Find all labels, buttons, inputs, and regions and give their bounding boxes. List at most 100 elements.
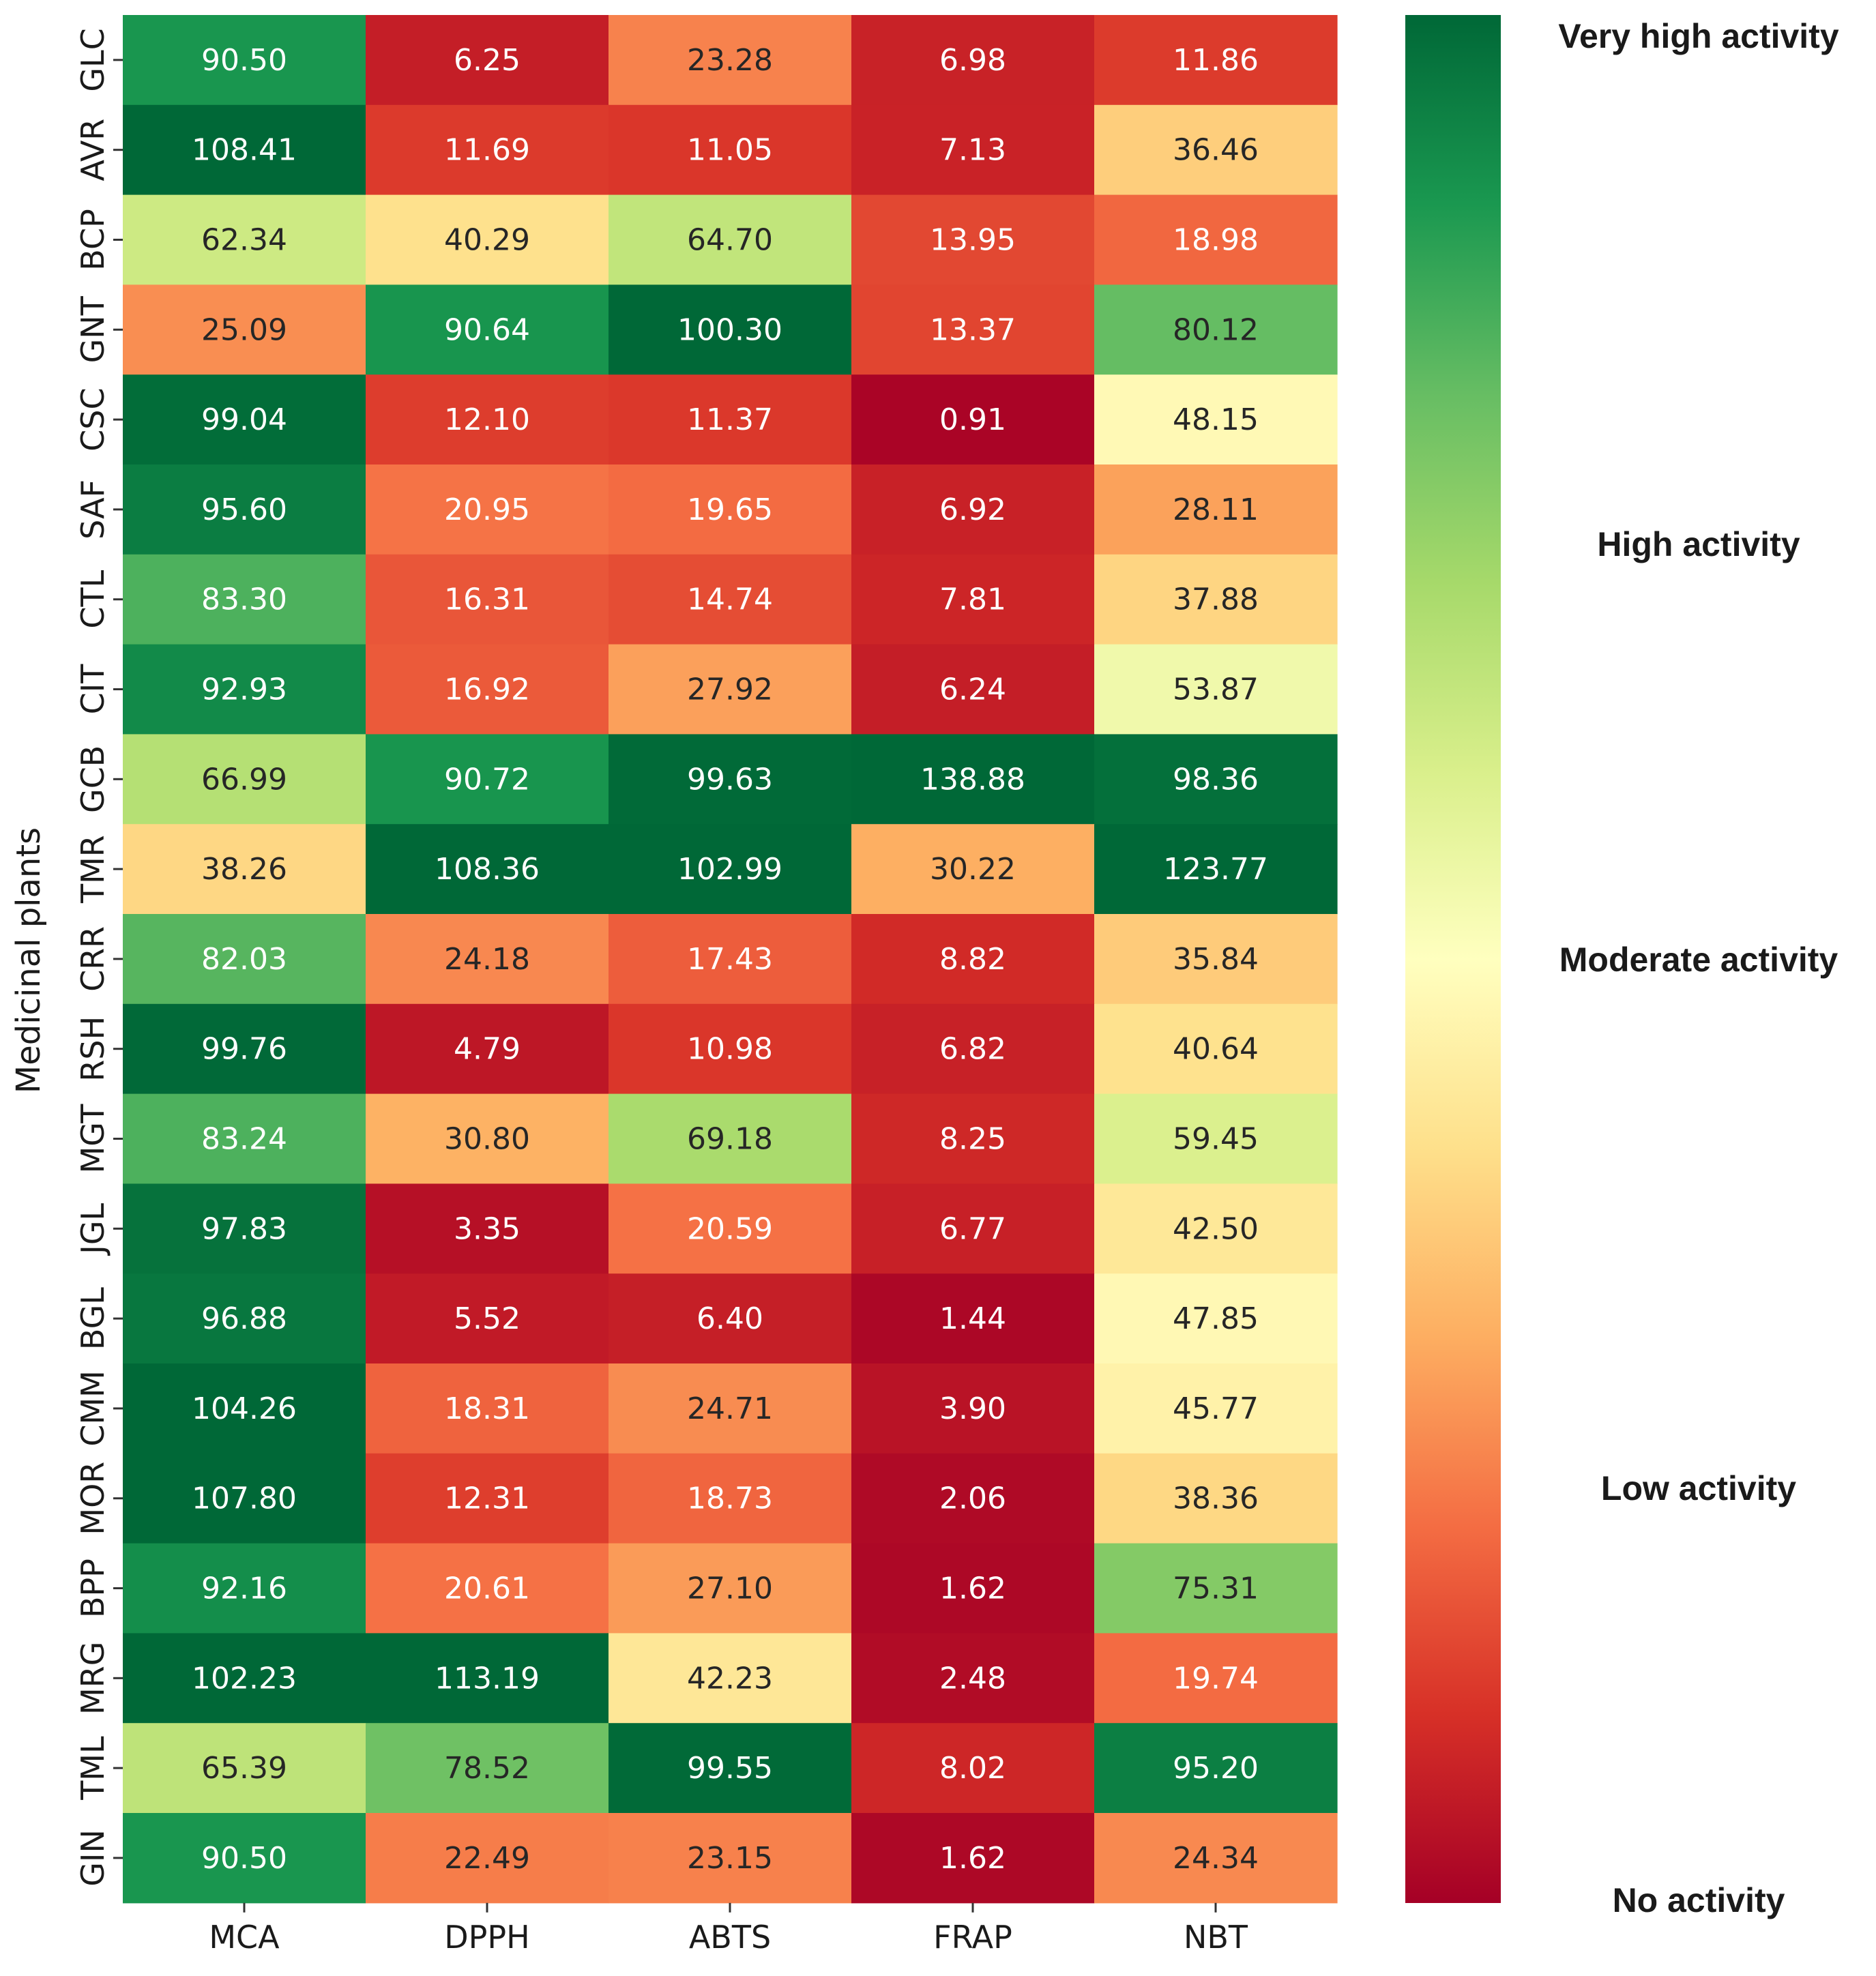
colorbar-label-high-activity: High activity	[1597, 525, 1800, 563]
heatmap-cell-avr-dpph	[366, 104, 609, 196]
heatmap-cell-bpp-nbt	[1094, 1543, 1338, 1634]
heatmap-cell-csc-frap	[851, 374, 1095, 465]
heatmap-cell-bgl-frap	[851, 1273, 1095, 1364]
heatmap-cell-mrg-abts	[609, 1633, 852, 1724]
heatmap-cell-jgl-frap	[851, 1183, 1095, 1274]
heatmap-value-label: 38.36	[1173, 1481, 1259, 1516]
heatmap-cell-saf-mca	[123, 464, 366, 555]
heatmap-value-label: 69.18	[687, 1122, 773, 1157]
heatmap-value-label: 7.13	[939, 133, 1006, 168]
heatmap-value-label: 6.92	[939, 492, 1006, 527]
heatmap-value-label: 95.60	[201, 492, 287, 527]
heatmap-value-label: 18.31	[444, 1391, 530, 1426]
heatmap-value-label: 64.70	[687, 223, 773, 258]
y-tick-label-avr: AVR	[74, 119, 111, 181]
heatmap-cell-rsh-dpph	[366, 1003, 609, 1095]
heatmap-value-label: 47.85	[1173, 1301, 1259, 1336]
x-axis-ticks: MCA DPPH ABTS FRAP NBT	[209, 1902, 1248, 1956]
heatmap-cell-bpp-mca	[123, 1543, 366, 1634]
heatmap-value-label: 102.99	[677, 852, 782, 887]
heatmap-cell-mgt-nbt	[1094, 1093, 1338, 1184]
heatmap-cell-crr-mca	[123, 914, 366, 1005]
heatmap-value-labels: 90.50 6.25 23.28 6.98 11.86 108.41 11.69 11.05 7…	[192, 43, 1268, 1876]
heatmap-cell-gcb-abts	[609, 734, 852, 825]
heatmap-value-label: 108.41	[192, 133, 297, 168]
heatmap-cells	[123, 15, 1338, 1904]
heatmap-value-label: 18.98	[1173, 223, 1259, 258]
heatmap-cell-jgl-nbt	[1094, 1183, 1338, 1274]
y-tick-label-gin: GIN	[74, 1829, 111, 1887]
heatmap-cell-mgt-abts	[609, 1093, 852, 1184]
heatmap-cell-mrg-dpph	[366, 1633, 609, 1724]
heatmap-value-label: 24.34	[1173, 1841, 1259, 1876]
heatmap-cell-gin-dpph	[366, 1813, 609, 1904]
heatmap-value-label: 6.98	[939, 43, 1006, 78]
heatmap-value-label: 22.49	[444, 1841, 530, 1876]
heatmap-value-label: 1.62	[939, 1841, 1006, 1876]
heatmap-value-label: 28.11	[1173, 492, 1259, 527]
x-tick-label-mca: MCA	[209, 1919, 280, 1956]
heatmap-cell-csc-mca	[123, 374, 366, 465]
heatmap-cell-tmr-nbt	[1094, 824, 1338, 915]
heatmap-value-label: 40.29	[444, 223, 530, 258]
y-tick-label-jgl: JGL	[74, 1203, 111, 1256]
heatmap-cell-glc-mca	[123, 15, 366, 106]
heatmap-value-label: 75.31	[1173, 1572, 1259, 1606]
heatmap-value-label: 40.64	[1173, 1032, 1259, 1067]
heatmap-cell-ctl-mca	[123, 554, 366, 645]
heatmap-value-label: 78.52	[444, 1751, 530, 1786]
heatmap-value-label: 42.50	[1173, 1211, 1259, 1246]
y-tick-label-csc: CSC	[74, 387, 111, 451]
heatmap-cell-crr-dpph	[366, 914, 609, 1005]
y-tick-label-mor: MOR	[74, 1462, 111, 1535]
heatmap-cell-glc-frap	[851, 15, 1095, 106]
heatmap-cell-cmm-dpph	[366, 1363, 609, 1454]
heatmap-value-label: 27.10	[687, 1572, 773, 1606]
heatmap-value-label: 113.19	[435, 1661, 540, 1696]
heatmap-cell-gcb-mca	[123, 734, 366, 825]
heatmap-cell-bcp-abts	[609, 194, 852, 285]
heatmap-value-label: 20.61	[444, 1572, 530, 1606]
heatmap-value-label: 8.82	[939, 942, 1006, 977]
heatmap-value-label: 25.09	[201, 312, 287, 347]
heatmap-value-label: 16.31	[444, 583, 530, 617]
y-tick-label-rsh: RSH	[74, 1016, 111, 1082]
heatmap-cell-tml-abts	[609, 1723, 852, 1814]
heatmap-value-label: 30.80	[444, 1122, 530, 1157]
heatmap-cell-ctl-frap	[851, 554, 1095, 645]
heatmap-cell-cit-frap	[851, 644, 1095, 735]
heatmap-cell-glc-abts	[609, 15, 852, 106]
y-tick-label-bpp: BPP	[74, 1559, 111, 1618]
heatmap-value-label: 45.77	[1173, 1391, 1259, 1426]
y-tick-label-bgl: BGL	[74, 1287, 111, 1350]
heatmap-value-label: 48.15	[1173, 402, 1259, 437]
y-tick-label-crr: CRR	[74, 926, 111, 992]
heatmap-value-label: 95.20	[1173, 1751, 1259, 1786]
heatmap-value-label: 37.88	[1173, 583, 1259, 617]
heatmap-value-label: 99.04	[201, 402, 287, 437]
heatmap-value-label: 6.77	[939, 1211, 1006, 1246]
heatmap-cell-csc-dpph	[366, 374, 609, 465]
heatmap-value-label: 12.10	[444, 402, 530, 437]
heatmap-cell-cit-nbt	[1094, 644, 1338, 735]
heatmap-value-label: 27.92	[687, 673, 773, 707]
heatmap-value-label: 11.05	[687, 133, 773, 168]
heatmap-value-label: 20.95	[444, 492, 530, 527]
heatmap-cell-rsh-mca	[123, 1003, 366, 1095]
heatmap-cell-jgl-abts	[609, 1183, 852, 1274]
heatmap-cell-tmr-mca	[123, 824, 366, 915]
heatmap-value-label: 5.52	[454, 1301, 521, 1336]
heatmap-value-label: 3.35	[454, 1211, 521, 1246]
heatmap-value-label: 11.69	[444, 133, 530, 168]
heatmap-value-label: 2.06	[939, 1481, 1006, 1516]
heatmap-cell-ctl-nbt	[1094, 554, 1338, 645]
x-tick-label-dpph: DPPH	[444, 1919, 530, 1956]
heatmap-cell-mor-abts	[609, 1453, 852, 1544]
y-tick-label-glc: GLC	[74, 28, 111, 91]
heatmap-cell-mgt-mca	[123, 1093, 366, 1184]
heatmap-cell-bgl-abts	[609, 1273, 852, 1364]
heatmap-value-label: 99.76	[201, 1032, 287, 1067]
heatmap-cell-avr-mca	[123, 104, 366, 196]
heatmap-cell-gin-abts	[609, 1813, 852, 1904]
heatmap-value-label: 0.91	[939, 402, 1006, 437]
